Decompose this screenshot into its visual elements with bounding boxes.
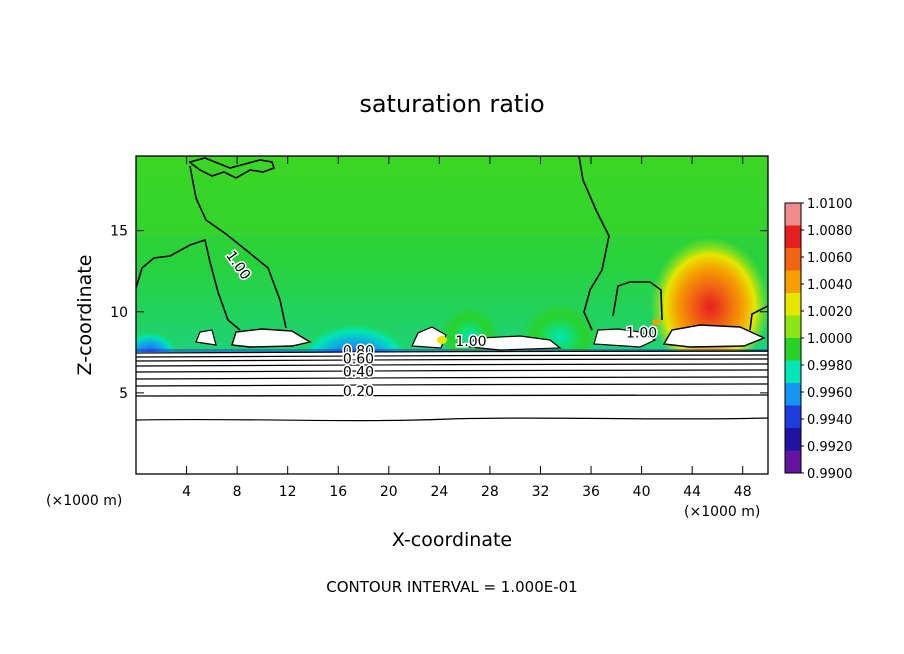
x-unit-label-left: (×1000 m) [46,493,122,509]
plot-frame [135,155,769,475]
x-axis-label: X-coordinate [392,529,512,551]
colorbar-label: 0.9940 [807,413,853,428]
colorbar-swatch [785,315,801,339]
y-axis-ticks: 5 10 15 [110,224,768,402]
colorbar-swatch [785,225,801,249]
colorbar-swatch [785,405,801,429]
colorbar-swatch [785,293,801,316]
heatmap-field [136,156,768,474]
colorbar-swatch [785,360,801,384]
x-tick-label: 44 [683,484,701,500]
colorbar-swatch [785,428,801,451]
x-tick-label: 12 [279,484,297,500]
x-tick-label: 32 [532,484,550,500]
y-axis-label: Z-coordinate [74,255,96,376]
colorbar-label: 1.0100 [807,197,853,212]
contour-label: 0.60 [343,352,374,368]
colorbar-label: 1.0080 [807,224,853,239]
x-axis-ticks: 4 8 12 16 20 24 28 32 36 40 44 48 [182,156,752,500]
contour-interval-note: CONTOUR INTERVAL = 1.000E-01 [326,578,577,596]
colorbar-swatch [785,450,801,474]
colorbar [785,203,801,474]
y-tick-label: 5 [119,386,128,402]
colorbar-swatch [785,383,801,406]
colorbar-swatch [785,248,801,271]
contour-label: 0.80 [343,344,374,360]
colorbar-label: 0.9920 [807,440,853,455]
x-tick-label: 36 [582,484,600,500]
chart-title: saturation ratio [359,90,544,118]
colorbar-swatch [785,203,801,226]
colorbar-swatch [785,270,801,294]
x-tick-label: 24 [430,484,448,500]
contour-label: 1.00 [626,326,657,342]
contour-label: 0.40 [343,365,374,381]
colorbar-swatch [785,338,801,361]
colorbar-label: 1.0000 [807,332,853,347]
contour-label: 1.00 [455,334,486,350]
x-tick-label: 20 [380,484,398,500]
colorbar-label: 1.0040 [807,278,853,293]
colorbar-label: 0.9960 [807,386,853,401]
x-tick-label: 40 [633,484,651,500]
x-tick-label: 4 [182,484,191,500]
colorbar-label: 1.0020 [807,305,853,320]
y-tick-label: 15 [110,224,128,240]
contour-label: 0.20 [343,384,374,400]
x-unit-label-right: (×1000 m) [684,504,760,520]
colorbar-labels: 1.0100 1.0080 1.0060 1.0040 1.0020 1.0000 0.99… [801,197,853,482]
colorbar-label: 0.9980 [807,359,853,374]
x-tick-label: 8 [233,484,242,500]
x-tick-label: 48 [734,484,752,500]
x-tick-label: 16 [329,484,347,500]
colorbar-label: 0.9900 [807,467,853,482]
colorbar-label: 1.0060 [807,251,853,266]
y-tick-label: 10 [110,305,128,321]
x-tick-label: 28 [481,484,499,500]
